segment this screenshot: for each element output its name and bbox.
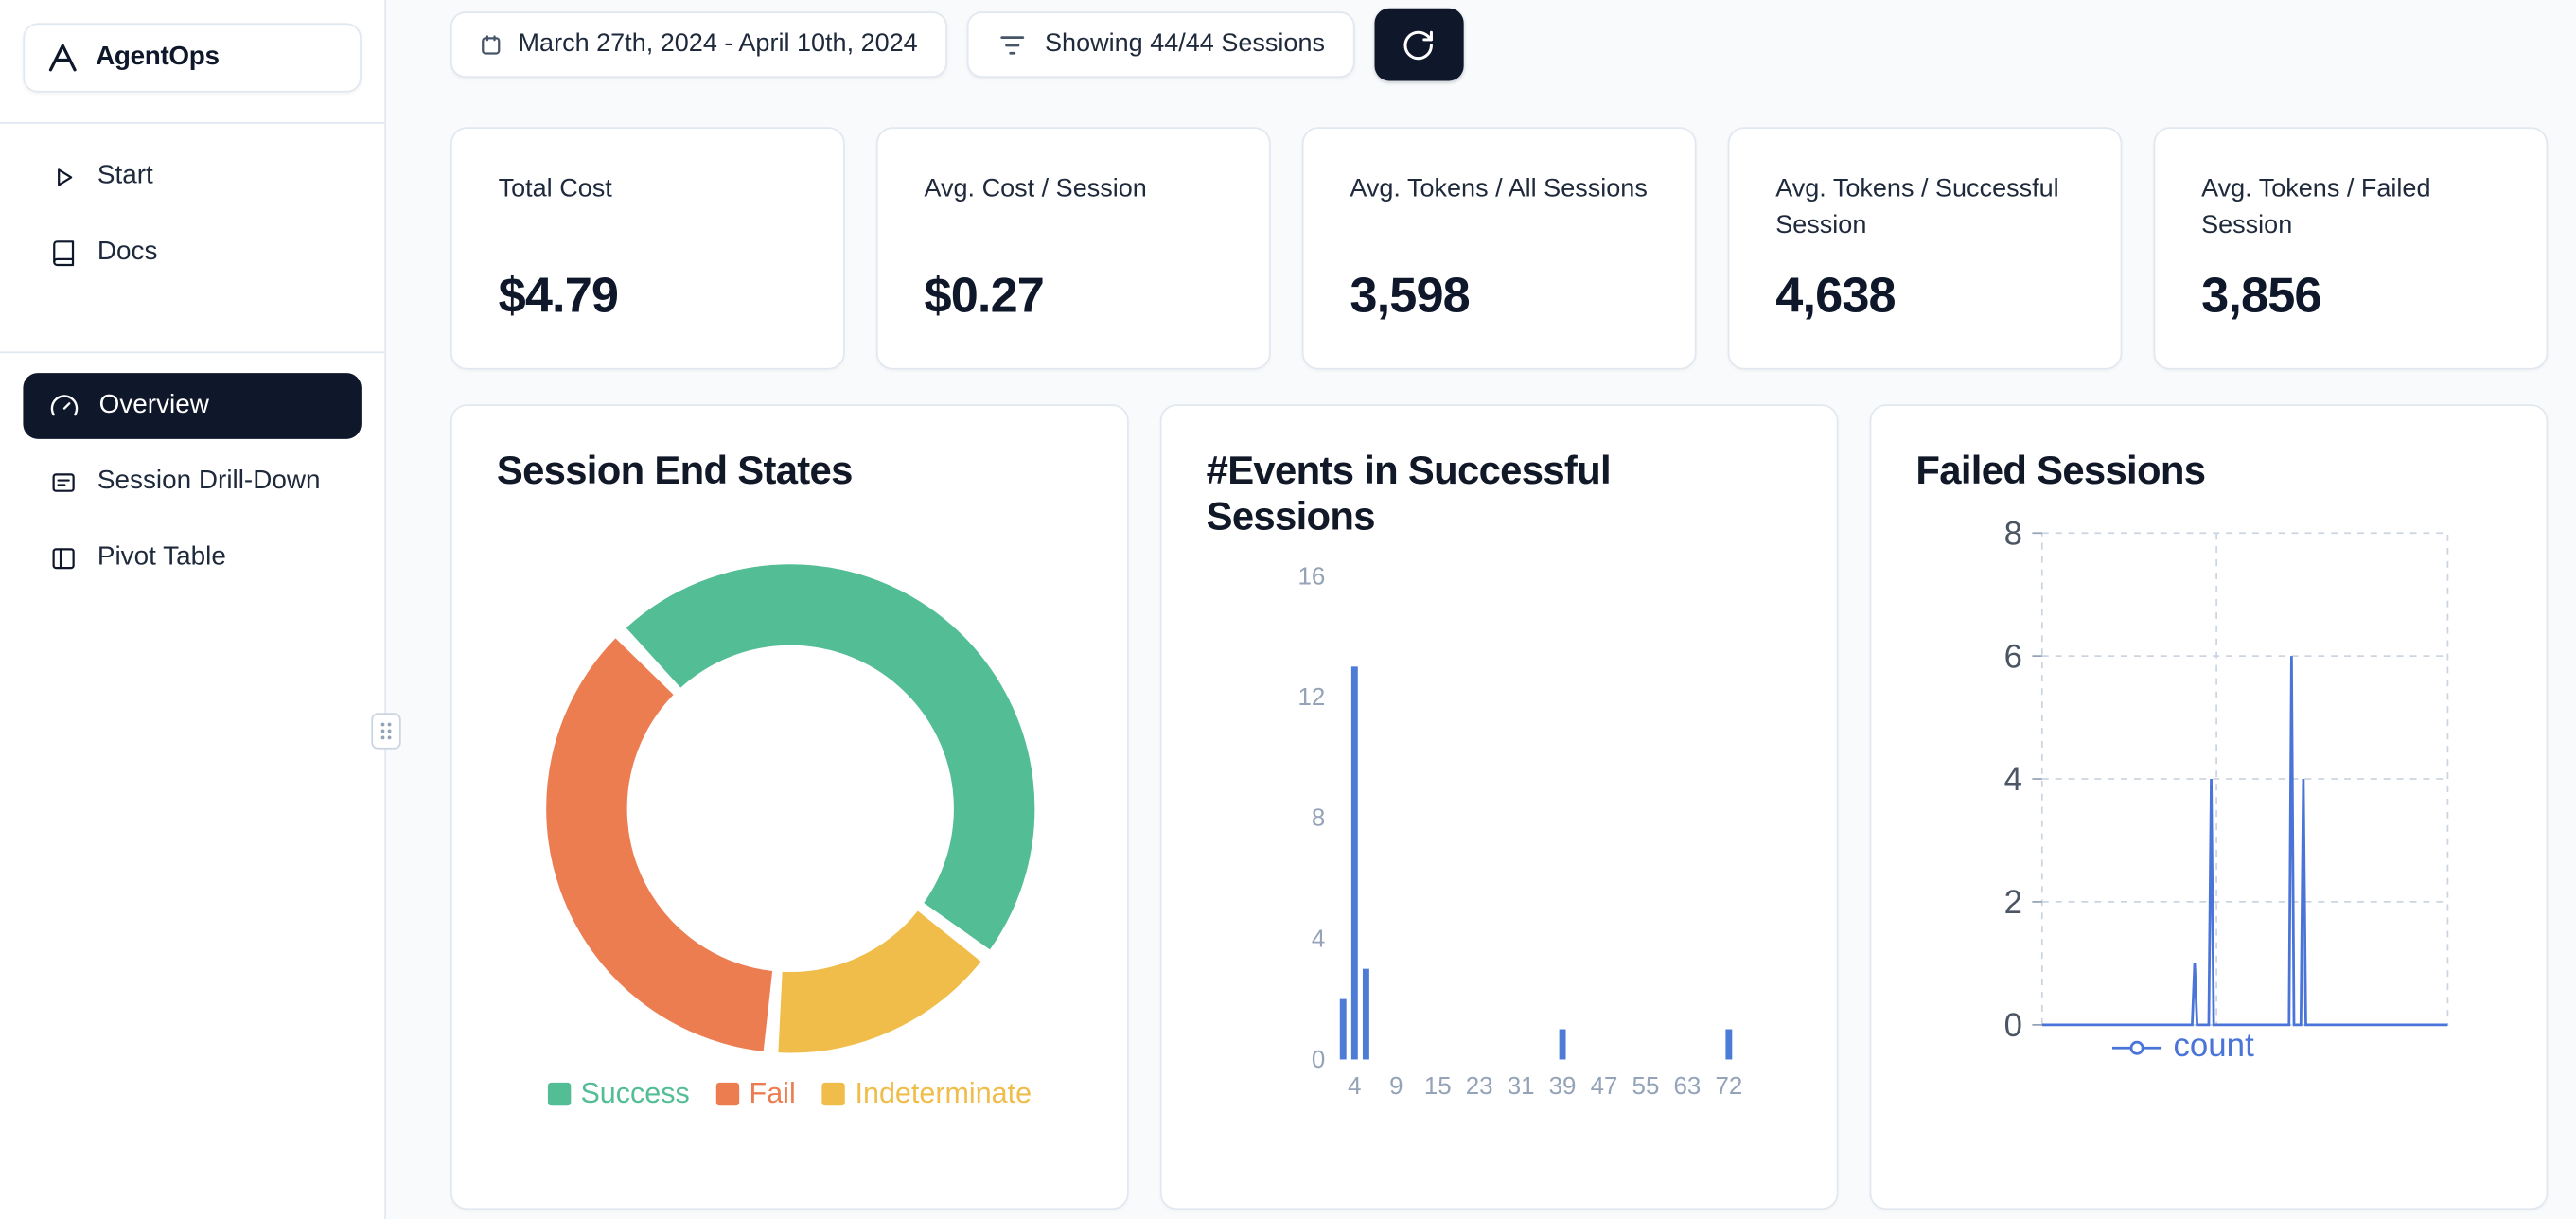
donut-legend: Success Fail Indeterminate [497,1076,1083,1111]
svg-text:4: 4 [2004,762,2022,798]
line-legend-label: count [2173,1028,2254,1065]
stat-card-avg-cost-session: Avg. Cost / Session $0.27 [875,127,1271,370]
sidebar-item-label: Overview [98,391,209,419]
stat-value: $4.79 [498,269,619,324]
sidebar-divider [0,351,385,354]
donut-legend-item[interactable]: Success [547,1075,690,1111]
legend-label: Fail [749,1075,796,1109]
sidebar: AgentOps Start Docs [0,0,401,1219]
sidebar-divider [0,122,385,124]
svg-text:63: 63 [1674,1071,1702,1100]
stat-label: Avg. Tokens / Successful Session [1775,174,2059,240]
svg-text:8: 8 [2004,521,2022,552]
refresh-icon [1402,27,1437,62]
sidebar-item-label: Pivot Table [97,542,226,572]
svg-text:0: 0 [1312,1045,1325,1073]
sidebar-item-pivot-table[interactable]: Pivot Table [23,524,361,591]
calendar-icon [480,34,502,56]
filter-icon [997,29,1028,61]
legend-swatch-fail [715,1081,740,1105]
pivot-table-icon [49,544,78,573]
legend-label: Indeterminate [855,1075,1032,1109]
stat-card-avg-tokens-successful: Avg. Tokens / Successful Session 4,638 [1727,127,2123,370]
svg-text:16: 16 [1297,563,1325,591]
toolbar: March 27th, 2024 - April 10th, 2024 Show… [450,8,2548,81]
sidebar-item-label: Docs [97,238,158,266]
failed-sessions-line-chart[interactable]: 0 2 4 6 8 [1871,521,2546,1066]
stat-card-avg-tokens-all: Avg. Tokens / All Sessions 3,598 [1301,127,1697,370]
refresh-button[interactable] [1374,8,1464,81]
svg-text:4: 4 [1348,1071,1361,1100]
session-end-states-donut[interactable] [542,561,1037,1056]
session-drilldown-icon [49,468,78,496]
events-histogram-card: #Events in Successful Sessions 0 4 8 12 16 4 9… [1159,404,1839,1210]
agentops-logo-icon [44,40,80,76]
app-logo: AgentOps [23,23,362,93]
failed-sessions-card: Failed Sessions 0 2 4 6 8 count [1869,404,2549,1210]
stat-label: Avg. Cost / Session [924,174,1147,203]
donut-legend-item[interactable]: Fail [715,1075,796,1111]
sidebar-item-label: Start [97,161,153,190]
legend-swatch-indeterminate [821,1081,846,1105]
play-icon [49,163,78,191]
app-title: AgentOps [96,43,220,71]
svg-text:4: 4 [1312,924,1325,952]
stat-value: 3,856 [2201,269,2321,324]
drag-handle-icon [379,721,393,741]
svg-text:39: 39 [1549,1071,1577,1100]
sidebar-item-start[interactable]: Start [23,144,361,210]
stat-label: Total Cost [498,174,612,203]
stats-row: Total Cost $4.79 Avg. Cost / Session $0.… [450,127,2549,370]
charts-row: Session End States Success Fail [450,404,2549,1210]
line-legend[interactable]: count [2111,1028,2254,1066]
line-legend-marker-icon [2111,1037,2162,1057]
sidebar-item-session-drill-down[interactable]: Session Drill-Down [23,449,361,515]
date-range-label: March 27th, 2024 - April 10th, 2024 [518,29,918,59]
chart-title: Failed Sessions [1915,449,2206,494]
sidebar-resize-handle[interactable] [371,713,401,750]
svg-text:2: 2 [2004,885,2022,921]
stat-value: 3,598 [1350,269,1470,324]
svg-text:9: 9 [1389,1071,1403,1100]
sidebar-item-label: Session Drill-Down [97,467,321,496]
svg-text:31: 31 [1508,1071,1535,1100]
gauge-icon [49,391,79,420]
legend-label: Success [580,1075,690,1109]
date-range-button[interactable]: March 27th, 2024 - April 10th, 2024 [450,11,948,78]
stat-value: 4,638 [1775,269,1896,324]
stat-card-avg-tokens-failed: Avg. Tokens / Failed Session 3,856 [2153,127,2549,370]
donut-legend-item[interactable]: Indeterminate [821,1075,1032,1111]
svg-text:55: 55 [1632,1071,1660,1100]
chart-title: #Events in Successful Sessions [1206,449,1612,540]
session-end-states-card: Session End States Success Fail [450,404,1129,1210]
svg-text:12: 12 [1297,682,1325,711]
sidebar-item-overview[interactable]: Overview [23,373,362,439]
chart-title: Session End States [496,449,854,494]
svg-text:8: 8 [1312,804,1325,832]
sessions-filter-button[interactable]: Showing 44/44 Sessions [967,11,1355,78]
docs-icon [49,238,78,267]
svg-text:23: 23 [1466,1071,1493,1100]
stat-card-total-cost: Total Cost $4.79 [450,127,845,370]
sidebar-nav-main: Overview Session Drill-Down [0,353,384,610]
sidebar-item-docs[interactable]: Docs [23,220,361,286]
sidebar-nav-top: Start Docs [0,124,384,306]
sessions-filter-label: Showing 44/44 Sessions [1045,29,1326,59]
main-content: March 27th, 2024 - April 10th, 2024 Show… [386,0,2576,1219]
svg-text:72: 72 [1715,1071,1742,1100]
legend-swatch-success [547,1081,571,1105]
svg-text:47: 47 [1591,1071,1618,1100]
svg-text:15: 15 [1424,1071,1452,1100]
stat-value: $0.27 [924,269,1045,324]
svg-text:0: 0 [2004,1008,2022,1044]
stat-label: Avg. Tokens / All Sessions [1350,174,1648,203]
svg-text:6: 6 [2004,639,2022,675]
stat-label: Avg. Tokens / Failed Session [2201,174,2431,240]
